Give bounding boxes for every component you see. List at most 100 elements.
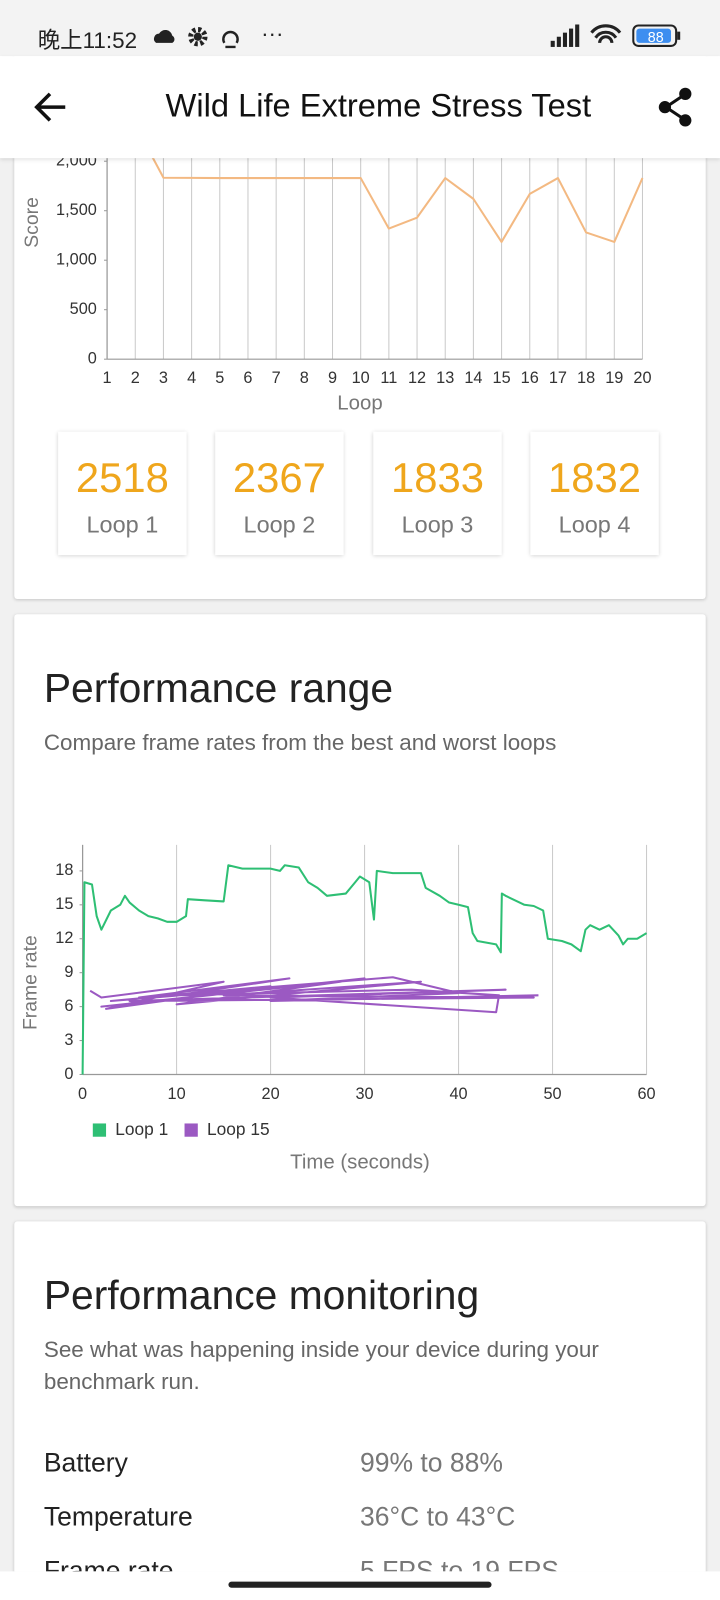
loop-score: 1833 Loop 3 — [373, 431, 502, 556]
y-tick-label: 0 — [88, 349, 97, 367]
x-tick-label: 15 — [493, 369, 511, 387]
x-tick-label: 10 — [168, 1085, 186, 1103]
legend-swatch — [92, 1123, 107, 1137]
share-dot — [679, 87, 692, 100]
back-button[interactable] — [33, 89, 70, 126]
x-tick-label: 0 — [78, 1085, 87, 1103]
score-value: 1833 — [390, 454, 485, 502]
x-tick-label: 1 — [103, 369, 112, 387]
share-dot — [658, 101, 672, 114]
y-tick-label: 9 — [64, 963, 73, 981]
y-tick-label: 15 — [55, 895, 73, 913]
battery-tip — [677, 31, 681, 40]
x-tick-label: 50 — [543, 1085, 561, 1103]
performance-range-card — [14, 614, 706, 1207]
x-tick-label: 14 — [464, 369, 482, 387]
metric-value: 36°C to 43°C — [359, 1501, 516, 1532]
signal-bar — [569, 28, 574, 47]
metric-label: Battery — [43, 1446, 128, 1478]
section-title: Performance range — [43, 666, 394, 712]
x-tick-label: 7 — [272, 369, 281, 387]
score-value: 1832 — [548, 454, 642, 502]
series-line — [106, 109, 644, 243]
metric-value: 5 FPS to 19 FPS — [359, 1555, 559, 1572]
wifi-icon — [590, 24, 622, 44]
x-tick-label: 4 — [187, 369, 196, 387]
x-axis-label: Time (seconds) — [290, 1152, 430, 1174]
metric-label: Temperature — [43, 1501, 193, 1532]
section-subtitle: Compare frame rates from the best and wo… — [43, 729, 557, 756]
x-tick-label: 9 — [328, 369, 337, 387]
y-tick-label: 500 — [70, 300, 97, 318]
more-icon: ··· — [261, 20, 284, 46]
status-bar: 晚上11:52 ··· 88 — [0, 0, 720, 57]
y-tick-label: 1,500 — [56, 201, 97, 219]
cloud-icon — [153, 29, 175, 43]
loop-score: 2367 Loop 2 — [215, 431, 344, 556]
x-tick-label: 13 — [436, 369, 454, 387]
share-button[interactable] — [656, 87, 697, 128]
signal-bar — [556, 36, 561, 47]
navigation-bar — [0, 1571, 720, 1600]
x-tick-label: 8 — [300, 369, 309, 387]
y-tick-label: 12 — [55, 929, 73, 947]
screen-title: Wild Life Extreme Stress Test — [165, 86, 592, 124]
x-axis-label: Loop — [337, 392, 382, 414]
x-tick-label: 20 — [262, 1085, 280, 1103]
legend-label: Loop 1 — [115, 1119, 168, 1139]
y-tick-label: 0 — [64, 1065, 73, 1083]
home-indicator[interactable] — [228, 1581, 492, 1588]
y-tick-label: 3 — [64, 1031, 73, 1049]
x-tick-label: 40 — [449, 1085, 467, 1103]
clock: 晚上11:52 — [37, 27, 138, 54]
x-tick-label: 16 — [521, 369, 539, 387]
x-tick-label: 12 — [408, 369, 426, 387]
section-title: Performance monitoring — [43, 1273, 480, 1319]
x-tick-label: 17 — [549, 369, 567, 387]
back-arrow — [34, 92, 66, 122]
section-description: See what was happening inside your devic… — [43, 1336, 599, 1394]
x-tick-label: 5 — [215, 369, 224, 387]
x-tick-label: 18 — [577, 369, 595, 387]
x-tick-label: 6 — [243, 369, 252, 387]
series-line — [81, 864, 648, 1075]
score-label: Loop 4 — [558, 511, 631, 538]
score-value: 2518 — [75, 454, 169, 502]
x-tick-label: 10 — [352, 369, 370, 387]
battery-level — [636, 28, 672, 43]
score-label: Loop 3 — [401, 511, 474, 538]
x-tick-label: 11 — [380, 369, 397, 387]
x-tick-label: 30 — [356, 1085, 374, 1103]
x-tick-label: 19 — [605, 369, 623, 387]
legend-swatch — [184, 1123, 198, 1137]
metric-label: Frame rate — [43, 1555, 174, 1572]
y-tick-label: 6 — [64, 997, 73, 1015]
y-axis-label: Frame rate — [20, 935, 42, 1030]
metric-value: 99% to 88% — [359, 1446, 503, 1478]
y-tick-label: 18 — [55, 861, 73, 879]
score-value: 2367 — [232, 454, 326, 502]
app-bar: Wild Life Extreme Stress Test — [0, 56, 720, 159]
loop-score: 2518 Loop 1 — [58, 431, 187, 556]
signal-bar — [562, 32, 568, 47]
signal-bar — [575, 24, 580, 47]
performance-monitoring-card — [14, 1221, 706, 1572]
loop-score: 1832 Loop 4 — [530, 431, 659, 556]
y-tick-label: 1,000 — [56, 251, 97, 269]
x-tick-label: 3 — [159, 369, 168, 387]
status-icons-right — [550, 24, 681, 47]
share-dot — [679, 114, 692, 127]
signal-bar — [550, 40, 555, 47]
x-tick-label: 20 — [633, 369, 651, 387]
x-tick-label: 60 — [637, 1085, 655, 1103]
location-icon — [222, 30, 239, 49]
x-tick-label: 2 — [131, 369, 140, 387]
gear-icon — [193, 32, 202, 41]
gear-icon — [188, 27, 208, 47]
status-icons — [153, 27, 239, 49]
legend-label: Loop 15 — [207, 1119, 270, 1139]
score-label: Loop 2 — [243, 511, 316, 538]
